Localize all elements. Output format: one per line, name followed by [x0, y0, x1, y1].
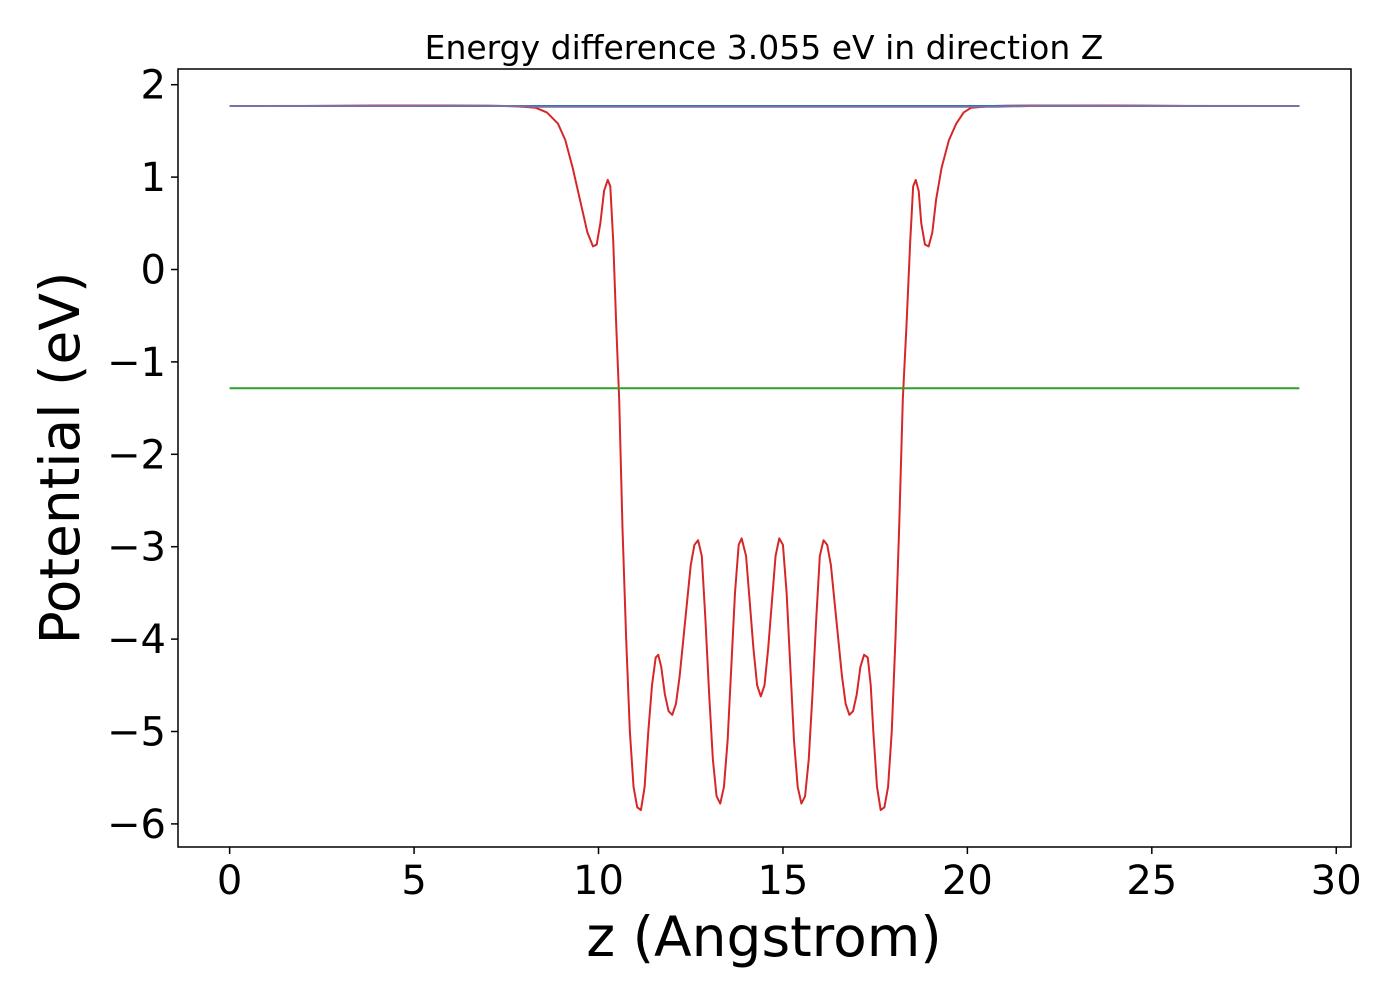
series-layer	[229, 104, 1300, 812]
x-tick-label: 15	[757, 858, 808, 904]
y-tick-label: 0	[141, 248, 166, 294]
y-tick-label: 2	[141, 63, 166, 109]
series-line-4	[229, 104, 1300, 108]
x-tick-label: 20	[942, 858, 993, 904]
x-tick-label: 0	[217, 858, 242, 904]
x-tick-label: 25	[1126, 858, 1177, 904]
y-tick-label: −3	[107, 525, 166, 571]
y-tick-label: −2	[107, 432, 166, 478]
x-tick-label: 30	[1311, 858, 1362, 904]
x-tick-label: 10	[573, 858, 624, 904]
y-tick-label: −5	[107, 710, 166, 756]
chart-title: Energy difference 3.055 eV in direction …	[425, 28, 1104, 67]
y-tick-label: −1	[107, 340, 166, 386]
x-axis-label: z (Angstrom)	[586, 905, 942, 969]
x-tick-label: 5	[401, 858, 426, 904]
series-line-1	[229, 104, 1300, 812]
y-tick-label: −6	[107, 802, 166, 848]
y-axis-label: Potential (eV)	[28, 272, 92, 645]
y-tick-label: 1	[141, 155, 166, 201]
y-tick-label: −4	[107, 617, 166, 663]
plot-area-frame	[177, 68, 1352, 848]
